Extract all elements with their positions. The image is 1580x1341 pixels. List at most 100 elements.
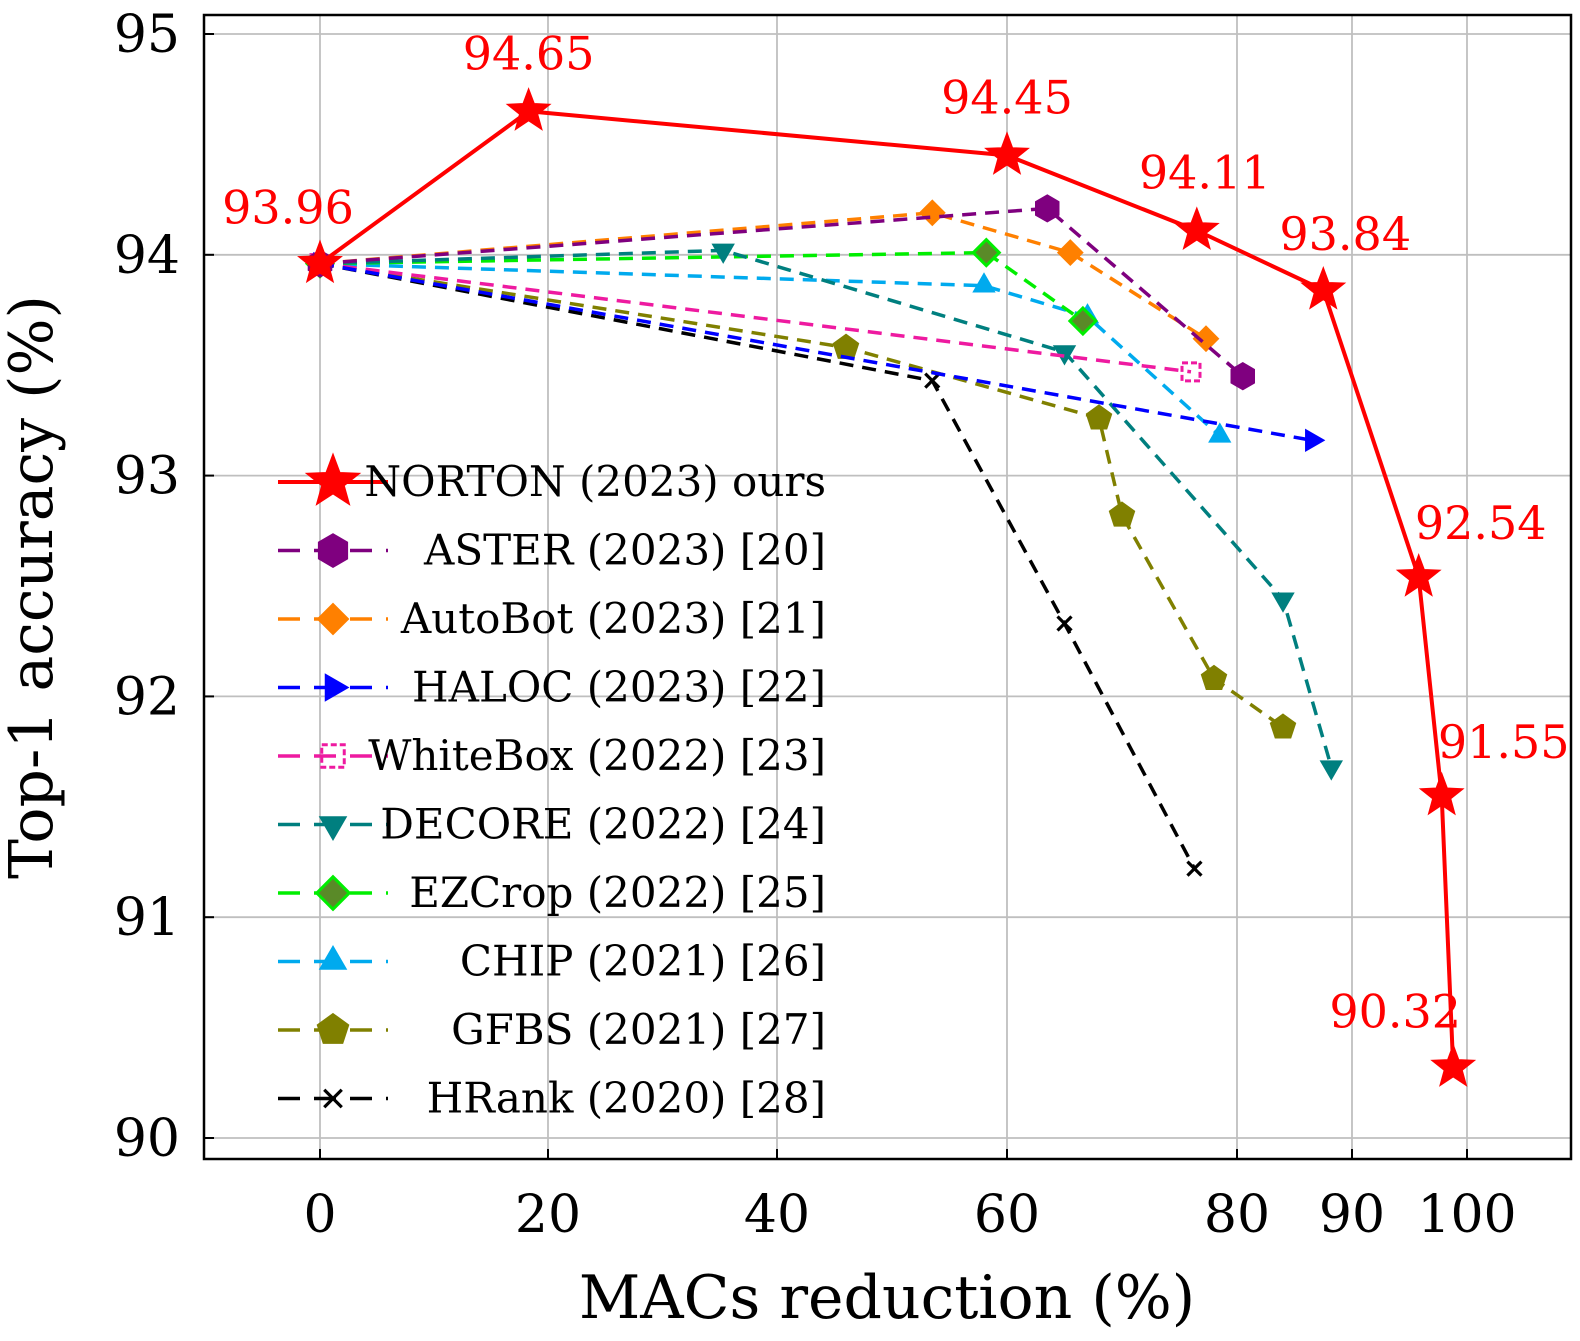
data-point (1269, 713, 1297, 739)
data-point (1319, 760, 1343, 781)
series-line (319, 261, 1197, 870)
data-point (1108, 501, 1136, 527)
legend-label: AutoBot (2023) [21] (400, 594, 826, 643)
data-point (918, 199, 946, 227)
data-label: 93.84 (1279, 207, 1411, 261)
legend-entry: WhiteBox (2022) [23] (278, 731, 826, 780)
data-label: 92.54 (1415, 496, 1547, 550)
data-point (1200, 664, 1228, 691)
data-point (1186, 860, 1203, 877)
legend: NORTON (2023) ours ASTER (2023) [20] AutoB… (278, 452, 826, 1123)
legend-entry: HALOC (2023) [22] (278, 663, 826, 712)
data-point (1173, 206, 1220, 251)
legend-label: WhiteBox (2022) [23] (368, 731, 826, 780)
data-point (832, 333, 860, 359)
legend-marker (318, 816, 348, 841)
series-line (318, 109, 1456, 1068)
series-4 (309, 253, 1202, 383)
series-line (319, 261, 1221, 438)
legend-marker (316, 1012, 350, 1044)
series-line (319, 206, 1244, 378)
data-point (1395, 553, 1442, 597)
data-point (1208, 422, 1232, 443)
cross-stroke (924, 372, 941, 389)
series-line (319, 261, 1313, 443)
y-axis-label: Top-1 accuracy (%) (0, 295, 67, 879)
axis-ticks: 0 20 40 60 80 90 100 90 91 92 93 94 95 (114, 5, 1517, 1245)
data-label: 94.65 (463, 26, 595, 80)
legend-marker (316, 602, 350, 636)
legend-entry: DECORE (2022) [24] (278, 800, 826, 849)
series-line (319, 211, 1207, 341)
legend-entry: HRank (2020) [28] (278, 1074, 826, 1123)
x-tick-label: 100 (1417, 1185, 1516, 1245)
data-point (1192, 325, 1220, 353)
y-tick-label: 93 (114, 447, 180, 507)
x-tick-label: 0 (303, 1185, 336, 1245)
legend-label: HALOC (2023) [22] (412, 663, 826, 712)
data-point (1056, 239, 1084, 267)
series-line (319, 261, 1285, 729)
data-label: 90.32 (1329, 984, 1461, 1038)
x-tick-label: 90 (1319, 1185, 1385, 1245)
y-tick-label: 91 (114, 888, 180, 948)
series-lines (297, 87, 1477, 1087)
y-tick-label: 92 (114, 667, 180, 727)
legend-label: DECORE (2022) [24] (380, 800, 826, 849)
data-point (972, 272, 996, 293)
data-point (1305, 428, 1326, 452)
data-label: 94.11 (1139, 146, 1271, 200)
data-label: 93.96 (222, 181, 354, 235)
cross-stroke (1056, 615, 1073, 632)
grid (204, 15, 1571, 1159)
data-label: 91.55 (1438, 715, 1570, 769)
legend-marker (320, 743, 346, 769)
data-point (297, 239, 343, 284)
y-tick-label: 94 (114, 226, 180, 286)
legend-label: HRank (2020) [28] (427, 1074, 826, 1123)
x-tick-label: 20 (515, 1185, 581, 1245)
legend-marker (314, 874, 352, 912)
legend-label: NORTON (2023) ours (364, 457, 826, 506)
legend-label: GFBS (2021) [27] (451, 1005, 826, 1054)
legend-label: CHIP (2021) [26] (460, 937, 826, 986)
legend-entry: ASTER (2023) [20] (278, 526, 826, 575)
data-point (1300, 265, 1347, 310)
legend-label: EZCrop (2022) [25] (409, 868, 826, 917)
data-point (1180, 361, 1202, 383)
plot-frame (202, 13, 1573, 1161)
data-point (1271, 592, 1295, 613)
legend-marker (304, 452, 362, 506)
legend-label: ASTER (2023) [20] (423, 526, 826, 575)
series-9 (311, 255, 1203, 877)
series-0 (297, 87, 1477, 1087)
x-tick-label: 60 (974, 1185, 1040, 1245)
legend-marker (317, 533, 349, 568)
data-point (971, 237, 1002, 268)
data-point (505, 87, 552, 131)
data-point (924, 372, 941, 389)
series-line (319, 250, 1084, 323)
legend-marker (318, 945, 348, 970)
data-point (1430, 1043, 1477, 1087)
data-point (1056, 615, 1073, 632)
data-point (1230, 362, 1255, 391)
x-axis-label: MACs reduction (%) (579, 1263, 1195, 1333)
legend-marker (323, 1088, 343, 1109)
y-tick-label: 95 (114, 5, 180, 65)
data-point (1067, 305, 1099, 337)
data-point (984, 131, 1030, 175)
data-point (1035, 194, 1060, 223)
legend-entry: EZCrop (2022) [25] (278, 868, 826, 917)
data-point (1418, 771, 1465, 816)
x-tick-label: 40 (744, 1185, 810, 1245)
data-label: 94.45 (941, 70, 1073, 124)
x-tick-label: 80 (1204, 1185, 1270, 1245)
legend-entry: CHIP (2021) [26] (278, 937, 826, 986)
legend-entry: NORTON (2023) ours (278, 452, 826, 506)
legend-marker (324, 673, 350, 702)
series-line (319, 261, 1192, 374)
cross-stroke (1186, 860, 1203, 877)
